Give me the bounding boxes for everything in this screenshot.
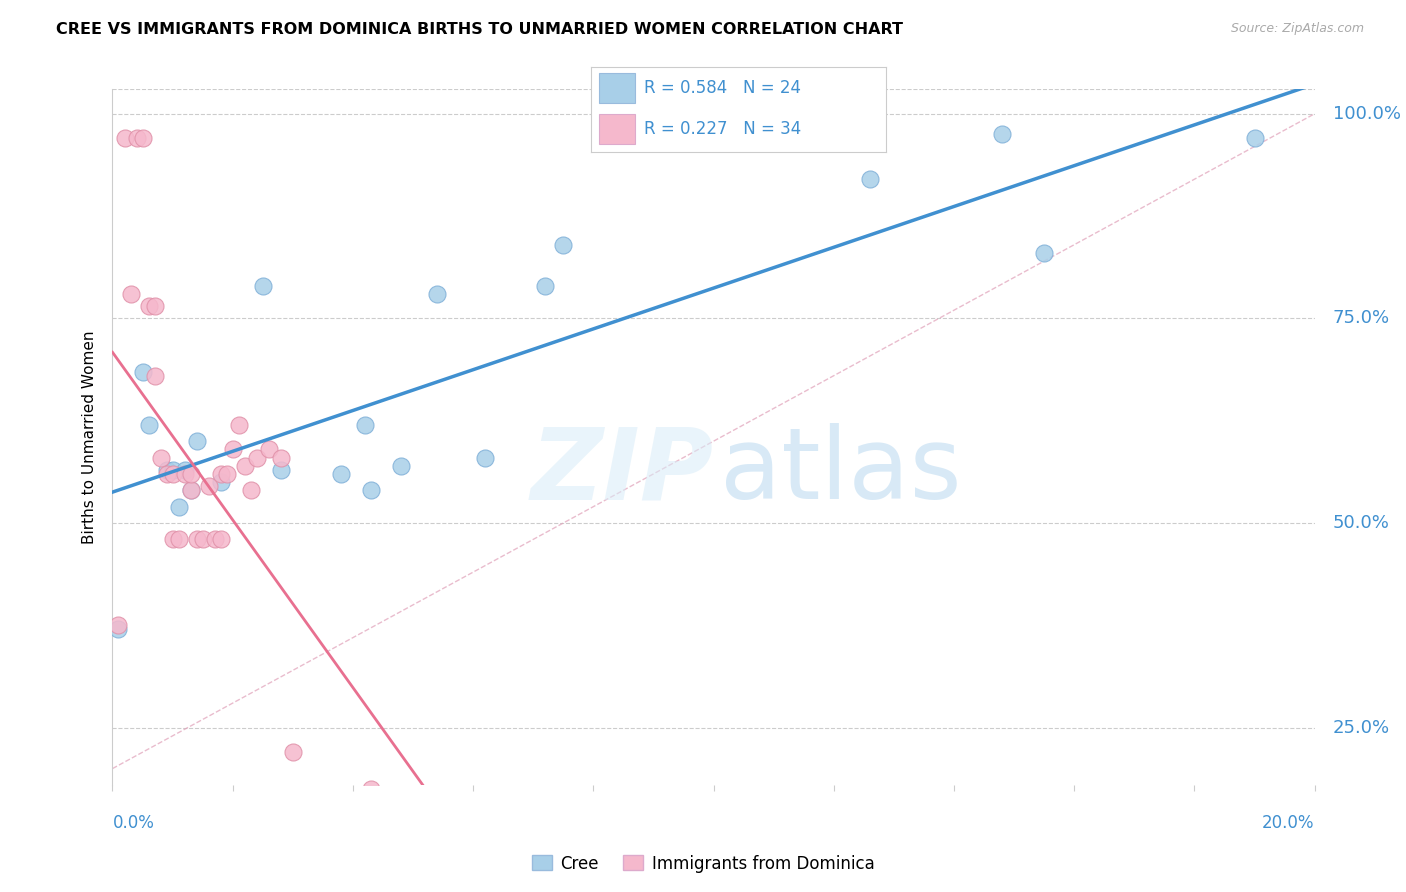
Point xyxy=(534,278,557,293)
Point xyxy=(131,131,153,145)
Point xyxy=(360,782,382,797)
FancyBboxPatch shape xyxy=(599,113,636,144)
Point xyxy=(1033,246,1056,260)
Point xyxy=(252,278,274,293)
Point xyxy=(107,618,129,632)
Legend: Cree, Immigrants from Dominica: Cree, Immigrants from Dominica xyxy=(524,848,882,880)
Point xyxy=(215,467,238,481)
Point xyxy=(197,479,219,493)
Point xyxy=(149,450,172,465)
Point xyxy=(107,623,129,637)
Point xyxy=(162,463,184,477)
Point xyxy=(180,483,202,498)
Point xyxy=(991,127,1014,141)
Point xyxy=(204,533,226,547)
Point xyxy=(191,533,214,547)
Text: CREE VS IMMIGRANTS FROM DOMINICA BIRTHS TO UNMARRIED WOMEN CORRELATION CHART: CREE VS IMMIGRANTS FROM DOMINICA BIRTHS … xyxy=(56,22,903,37)
Point xyxy=(389,458,412,473)
Point xyxy=(162,533,184,547)
Text: 50.0%: 50.0% xyxy=(1333,514,1389,532)
Point xyxy=(270,463,292,477)
Text: 100.0%: 100.0% xyxy=(1333,104,1400,123)
Point xyxy=(233,458,256,473)
Point xyxy=(180,483,202,498)
Point xyxy=(125,131,148,145)
Point xyxy=(859,172,882,186)
Point xyxy=(329,806,352,821)
Point xyxy=(120,286,142,301)
Point xyxy=(138,299,160,313)
Point xyxy=(155,467,177,481)
Point xyxy=(281,745,304,759)
Text: 20.0%: 20.0% xyxy=(1263,814,1315,831)
Point xyxy=(186,434,208,449)
Point xyxy=(173,463,195,477)
Point xyxy=(257,442,280,457)
Point xyxy=(553,237,575,252)
Point xyxy=(360,483,382,498)
Point xyxy=(131,365,153,379)
Point xyxy=(426,286,449,301)
Point xyxy=(167,533,190,547)
Point xyxy=(209,467,232,481)
Point xyxy=(222,442,245,457)
Text: R = 0.227   N = 34: R = 0.227 N = 34 xyxy=(644,120,801,137)
Point xyxy=(209,475,232,489)
Point xyxy=(155,463,177,477)
Point xyxy=(173,467,195,481)
Point xyxy=(329,467,352,481)
Point xyxy=(209,533,232,547)
Point xyxy=(180,467,202,481)
Y-axis label: Births to Unmarried Women: Births to Unmarried Women xyxy=(82,330,97,544)
Point xyxy=(228,417,250,432)
Point xyxy=(162,467,184,481)
Point xyxy=(239,483,262,498)
FancyBboxPatch shape xyxy=(599,73,636,103)
Point xyxy=(143,299,166,313)
Point xyxy=(143,368,166,383)
Text: atlas: atlas xyxy=(720,424,962,520)
Point xyxy=(270,450,292,465)
Point xyxy=(246,450,269,465)
Point xyxy=(167,500,190,514)
Text: 25.0%: 25.0% xyxy=(1333,719,1389,737)
Text: 0.0%: 0.0% xyxy=(112,814,155,831)
Text: R = 0.584   N = 24: R = 0.584 N = 24 xyxy=(644,79,800,97)
Text: ZIP: ZIP xyxy=(530,424,713,520)
Point xyxy=(474,450,496,465)
Text: 75.0%: 75.0% xyxy=(1333,310,1389,327)
Text: Source: ZipAtlas.com: Source: ZipAtlas.com xyxy=(1230,22,1364,36)
Point xyxy=(138,417,160,432)
Point xyxy=(1243,131,1265,145)
Point xyxy=(186,533,208,547)
Point xyxy=(354,417,377,432)
Point xyxy=(114,131,136,145)
